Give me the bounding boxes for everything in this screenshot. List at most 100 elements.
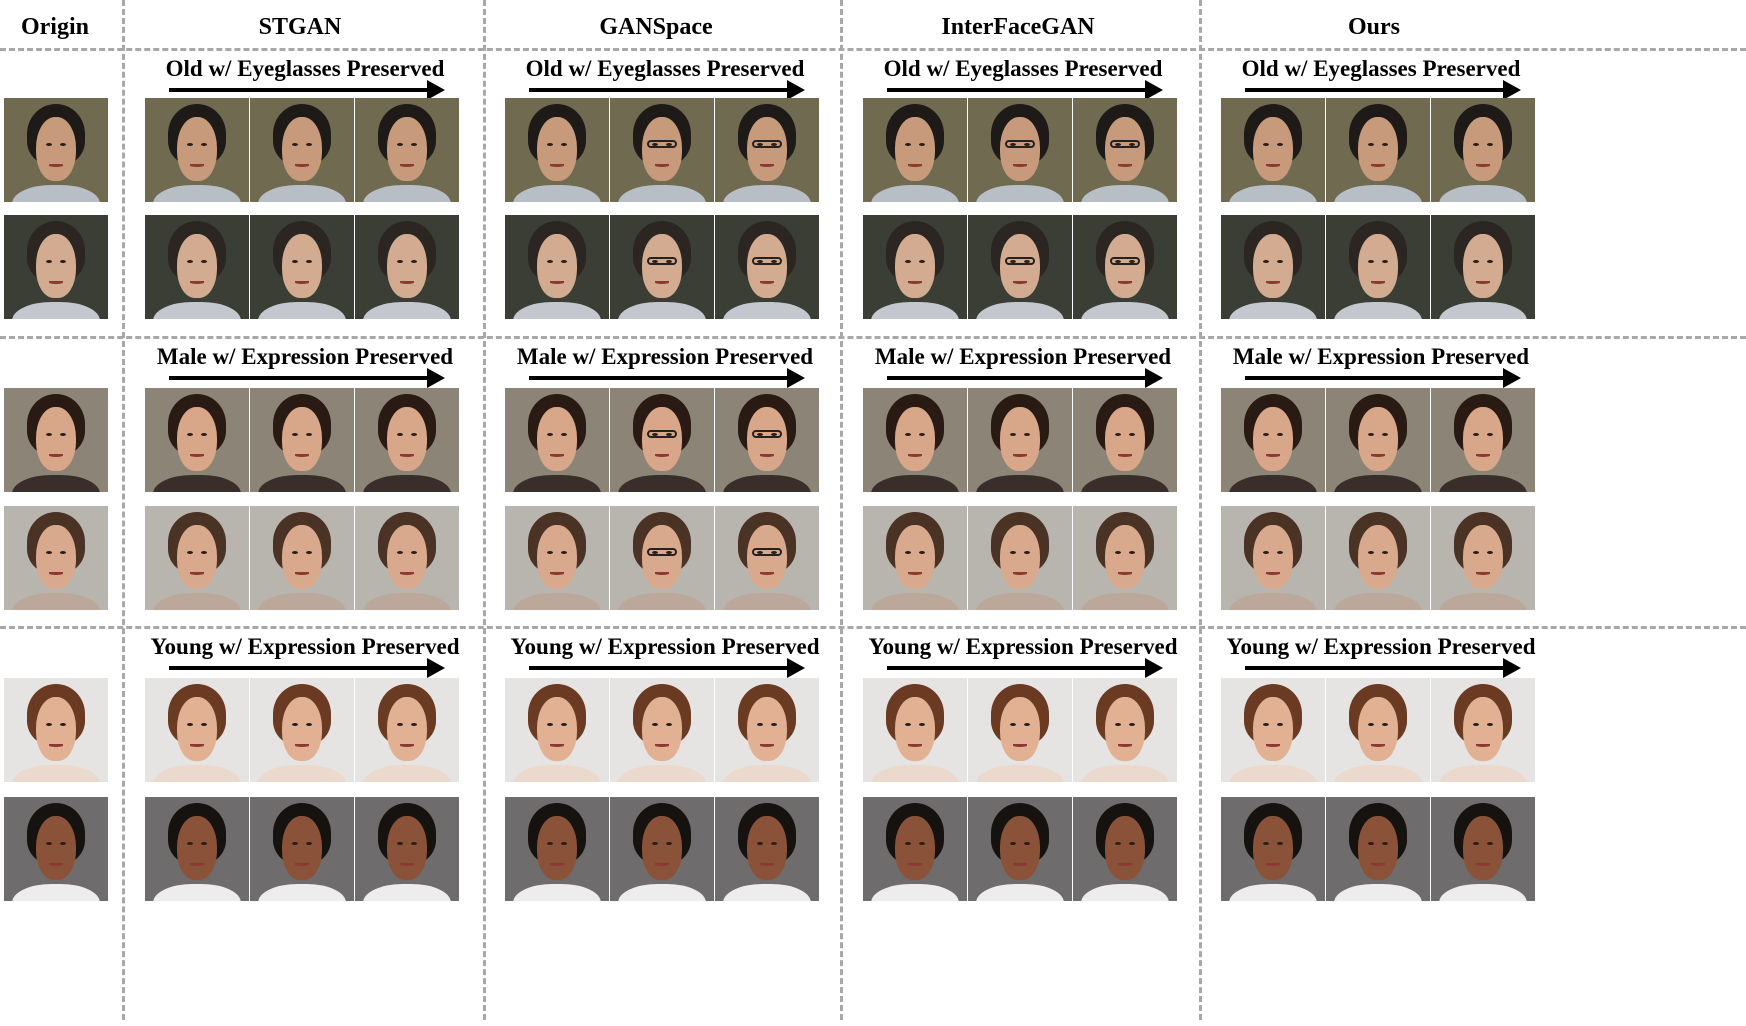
result-face-ours — [1326, 678, 1430, 782]
result-face-ours — [1326, 215, 1430, 319]
result-face-ganspace — [505, 98, 609, 202]
column-divider — [122, 0, 125, 1020]
result-face-ours — [1431, 678, 1535, 782]
result-face-ganspace — [715, 506, 819, 610]
result-face-interfacegan — [968, 506, 1072, 610]
section-label: Old w/ Eyeglasses Preserved — [165, 56, 445, 81]
result-face-interfacegan — [863, 388, 967, 492]
result-face-ours — [1431, 388, 1535, 492]
result-face-ours — [1221, 388, 1325, 492]
direction-arrow — [1245, 368, 1521, 388]
result-face-interfacegan — [968, 98, 1072, 202]
result-face-stgan — [355, 215, 459, 319]
result-face-interfacegan — [1073, 797, 1177, 901]
column-header-origin: Origin — [20, 14, 89, 40]
result-face-ours — [1431, 506, 1535, 610]
origin-face — [4, 215, 108, 319]
row-divider — [0, 626, 1746, 629]
result-face-stgan — [250, 506, 354, 610]
direction-arrow — [169, 80, 445, 100]
result-face-ganspace — [505, 678, 609, 782]
result-face-ganspace — [505, 215, 609, 319]
result-face-ours — [1221, 678, 1325, 782]
result-face-ours — [1431, 215, 1535, 319]
direction-arrow — [887, 80, 1163, 100]
result-face-ours — [1221, 215, 1325, 319]
direction-arrow — [529, 368, 805, 388]
direction-arrow — [1245, 658, 1521, 678]
result-face-stgan — [355, 797, 459, 901]
result-face-interfacegan — [968, 797, 1072, 901]
result-face-ganspace — [610, 388, 714, 492]
result-face-stgan — [355, 98, 459, 202]
section-label: Young w/ Expression Preserved — [868, 634, 1178, 659]
result-face-interfacegan — [863, 506, 967, 610]
row-divider — [0, 48, 1746, 51]
result-face-stgan — [145, 506, 249, 610]
direction-arrow — [887, 658, 1163, 678]
section-label: Old w/ Eyeglasses Preserved — [525, 56, 805, 81]
result-face-ganspace — [715, 388, 819, 492]
result-face-ours — [1326, 797, 1430, 901]
result-face-ours — [1221, 797, 1325, 901]
result-face-stgan — [145, 98, 249, 202]
result-face-stgan — [145, 678, 249, 782]
result-face-ganspace — [610, 797, 714, 901]
section-label: Male w/ Expression Preserved — [516, 344, 814, 369]
direction-arrow — [887, 368, 1163, 388]
result-face-ganspace — [715, 797, 819, 901]
section-label: Old w/ Eyeglasses Preserved — [1241, 56, 1521, 81]
result-face-stgan — [355, 388, 459, 492]
result-face-interfacegan — [1073, 215, 1177, 319]
result-face-interfacegan — [968, 215, 1072, 319]
result-face-interfacegan — [968, 388, 1072, 492]
result-face-ganspace — [505, 388, 609, 492]
result-face-stgan — [145, 797, 249, 901]
section-label: Old w/ Eyeglasses Preserved — [883, 56, 1163, 81]
result-face-ours — [1221, 98, 1325, 202]
result-face-ours — [1431, 797, 1535, 901]
result-face-ganspace — [610, 215, 714, 319]
origin-face — [4, 388, 108, 492]
direction-arrow — [529, 658, 805, 678]
section-label: Young w/ Expression Preserved — [1226, 634, 1536, 659]
result-face-interfacegan — [1073, 388, 1177, 492]
result-face-stgan — [355, 678, 459, 782]
result-face-ours — [1431, 98, 1535, 202]
column-divider — [1199, 0, 1202, 1020]
column-header-ganspace: GANSpace — [599, 14, 713, 40]
result-face-interfacegan — [968, 678, 1072, 782]
column-divider — [483, 0, 486, 1020]
result-face-ganspace — [610, 506, 714, 610]
result-face-ganspace — [505, 506, 609, 610]
result-face-ours — [1326, 506, 1430, 610]
result-face-ours — [1326, 98, 1430, 202]
result-face-ours — [1221, 506, 1325, 610]
column-header-ours: Ours — [1347, 14, 1400, 40]
origin-face — [4, 98, 108, 202]
result-face-interfacegan — [1073, 678, 1177, 782]
result-face-stgan — [355, 506, 459, 610]
result-face-ganspace — [715, 215, 819, 319]
direction-arrow — [169, 658, 445, 678]
result-face-ganspace — [715, 678, 819, 782]
result-face-stgan — [145, 215, 249, 319]
result-face-interfacegan — [1073, 506, 1177, 610]
result-face-ganspace — [610, 98, 714, 202]
result-face-interfacegan — [863, 678, 967, 782]
row-divider — [0, 336, 1746, 339]
result-face-ganspace — [505, 797, 609, 901]
origin-face — [4, 506, 108, 610]
result-face-stgan — [250, 388, 354, 492]
result-face-stgan — [145, 388, 249, 492]
result-face-interfacegan — [863, 98, 967, 202]
origin-face — [4, 678, 108, 782]
section-label: Young w/ Expression Preserved — [510, 634, 820, 659]
section-label: Young w/ Expression Preserved — [150, 634, 460, 659]
column-header-stgan: STGAN — [258, 14, 342, 40]
result-face-ganspace — [715, 98, 819, 202]
result-face-stgan — [250, 215, 354, 319]
direction-arrow — [1245, 80, 1521, 100]
column-divider — [840, 0, 843, 1020]
